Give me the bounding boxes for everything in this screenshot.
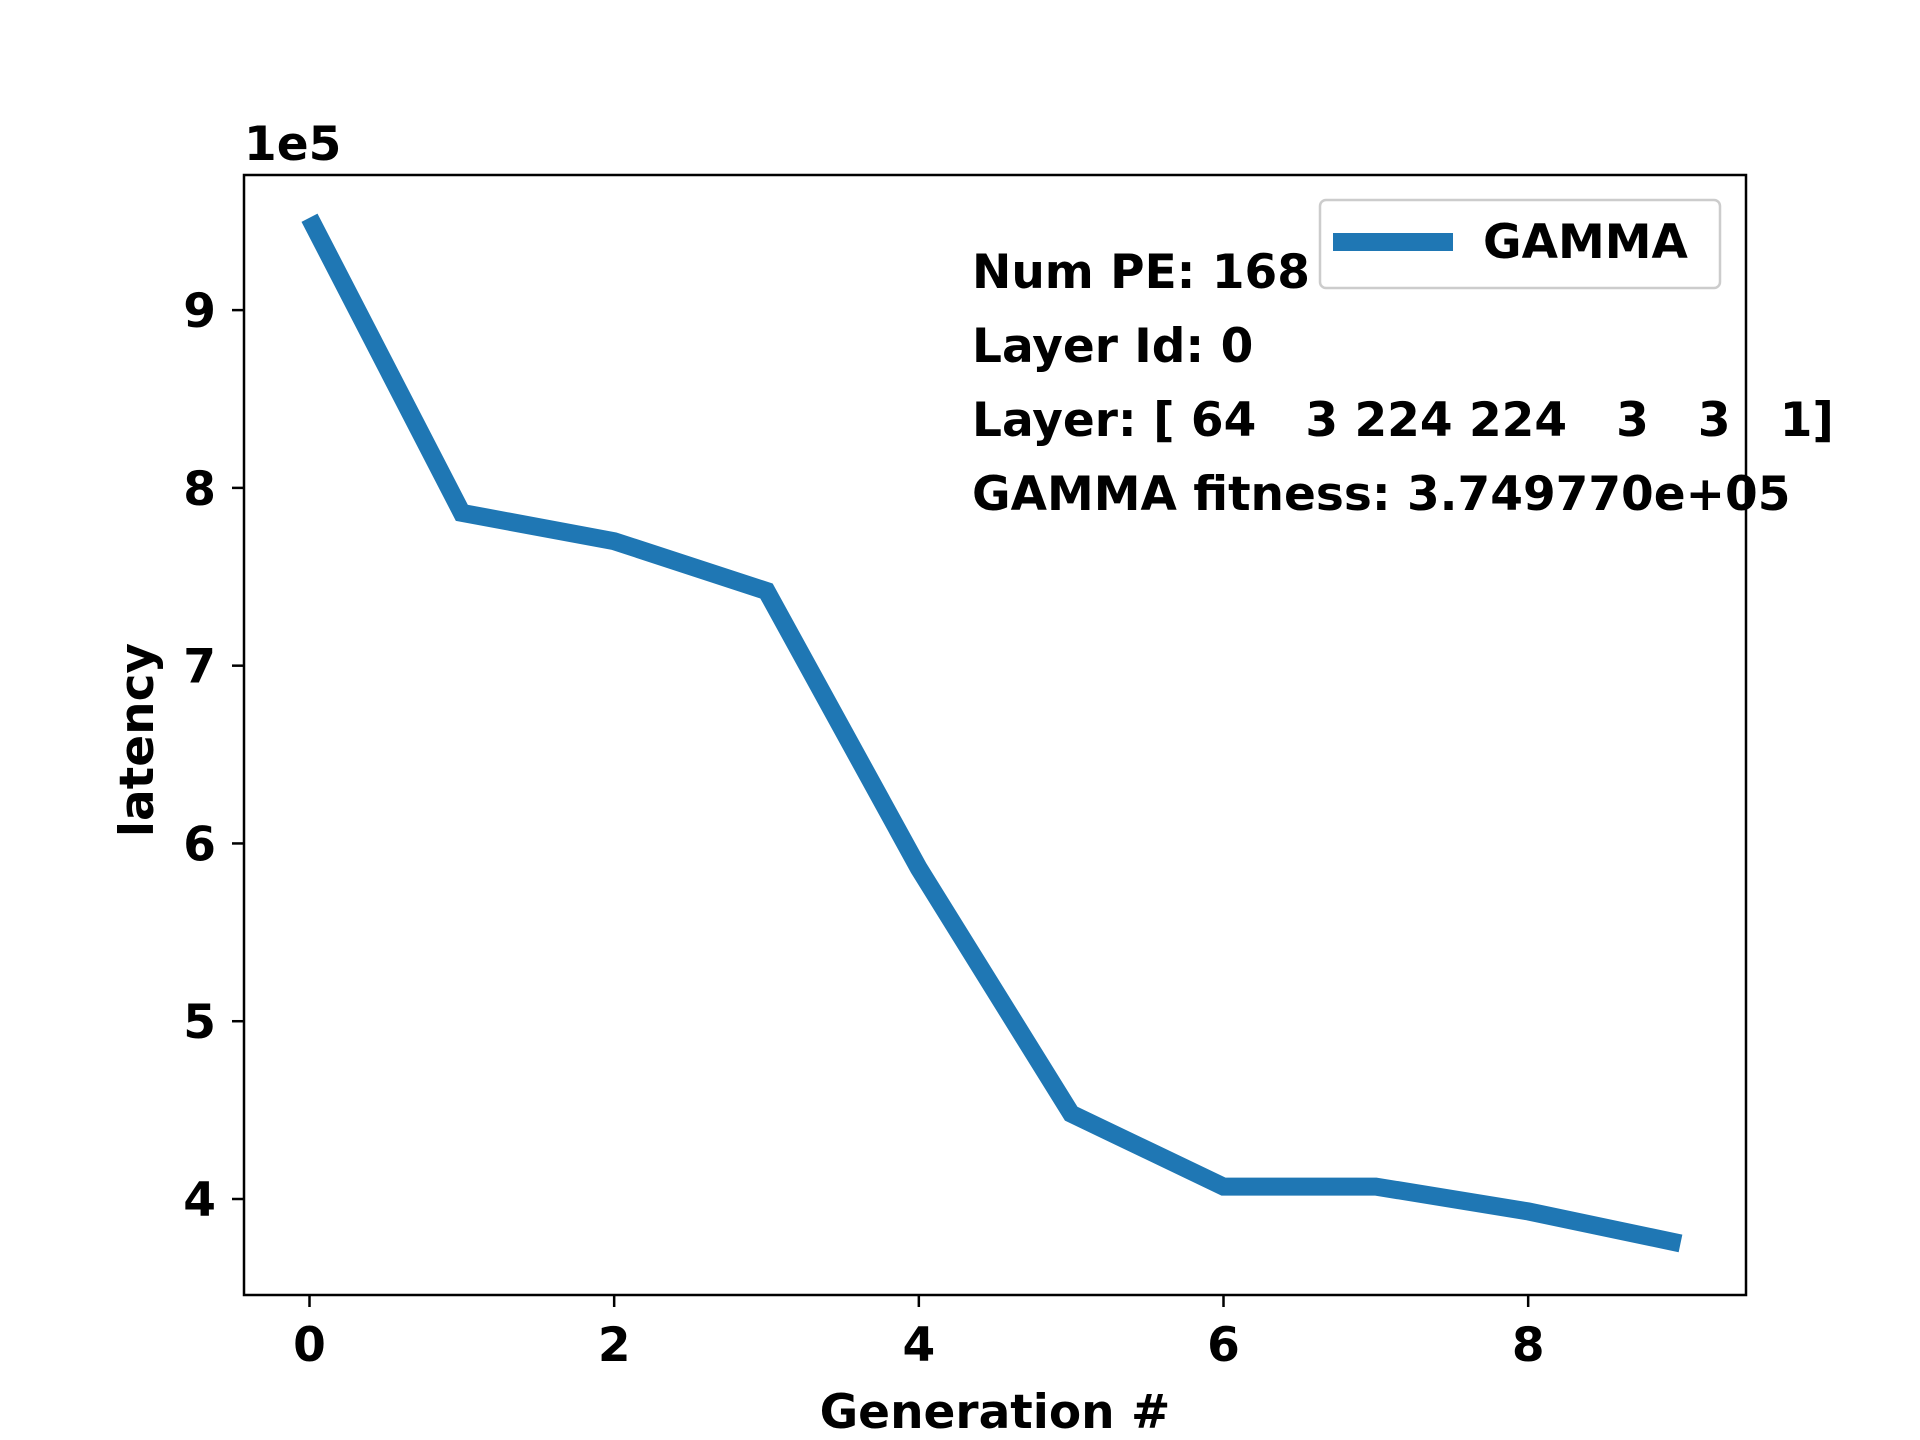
- x-tick-label: 4: [902, 1318, 935, 1373]
- x-tick-label: 6: [1207, 1318, 1240, 1373]
- x-axis-ticks: 0 2 4 6 8: [293, 1295, 1545, 1373]
- y-axis-ticks: 4 5 6 7 8 9: [183, 284, 244, 1228]
- y-tick-label: 6: [183, 817, 216, 872]
- series-layer: [301, 213, 1683, 1253]
- y-tick-label: 5: [183, 995, 216, 1050]
- annotation-fitness: GAMMA fitness: 3.749770e+05: [972, 467, 1790, 522]
- legend: GAMMA: [1318, 198, 1722, 290]
- annotation-layer-shape: Layer: [ 64 3 224 224 3 3 1]: [972, 393, 1834, 448]
- x-tick-label: 2: [598, 1318, 631, 1373]
- y-axis-label: latency: [110, 643, 165, 837]
- annotation-layer-id: Layer Id: 0: [972, 319, 1253, 374]
- y-tick-label: 8: [183, 462, 216, 517]
- axes-frame: [242, 173, 1748, 1297]
- legend-box: [1318, 198, 1722, 290]
- x-axis-label: Generation #: [820, 1385, 1171, 1440]
- y-offset-label: 1e5: [244, 117, 341, 172]
- y-tick-label: 7: [183, 640, 216, 695]
- x-tick-label: 8: [1512, 1318, 1545, 1373]
- annotation-num-pe: Num PE: 168: [972, 245, 1310, 300]
- annotation-block: Num PE: 168 Layer Id: 0 Layer: [ 64 3 22…: [972, 245, 1834, 522]
- series-line-gamma: [301, 213, 1683, 1253]
- y-tick-label: 9: [183, 284, 216, 339]
- legend-label: GAMMA: [1483, 215, 1688, 270]
- y-tick-label: 4: [183, 1173, 216, 1228]
- x-tick-label: 0: [293, 1318, 326, 1373]
